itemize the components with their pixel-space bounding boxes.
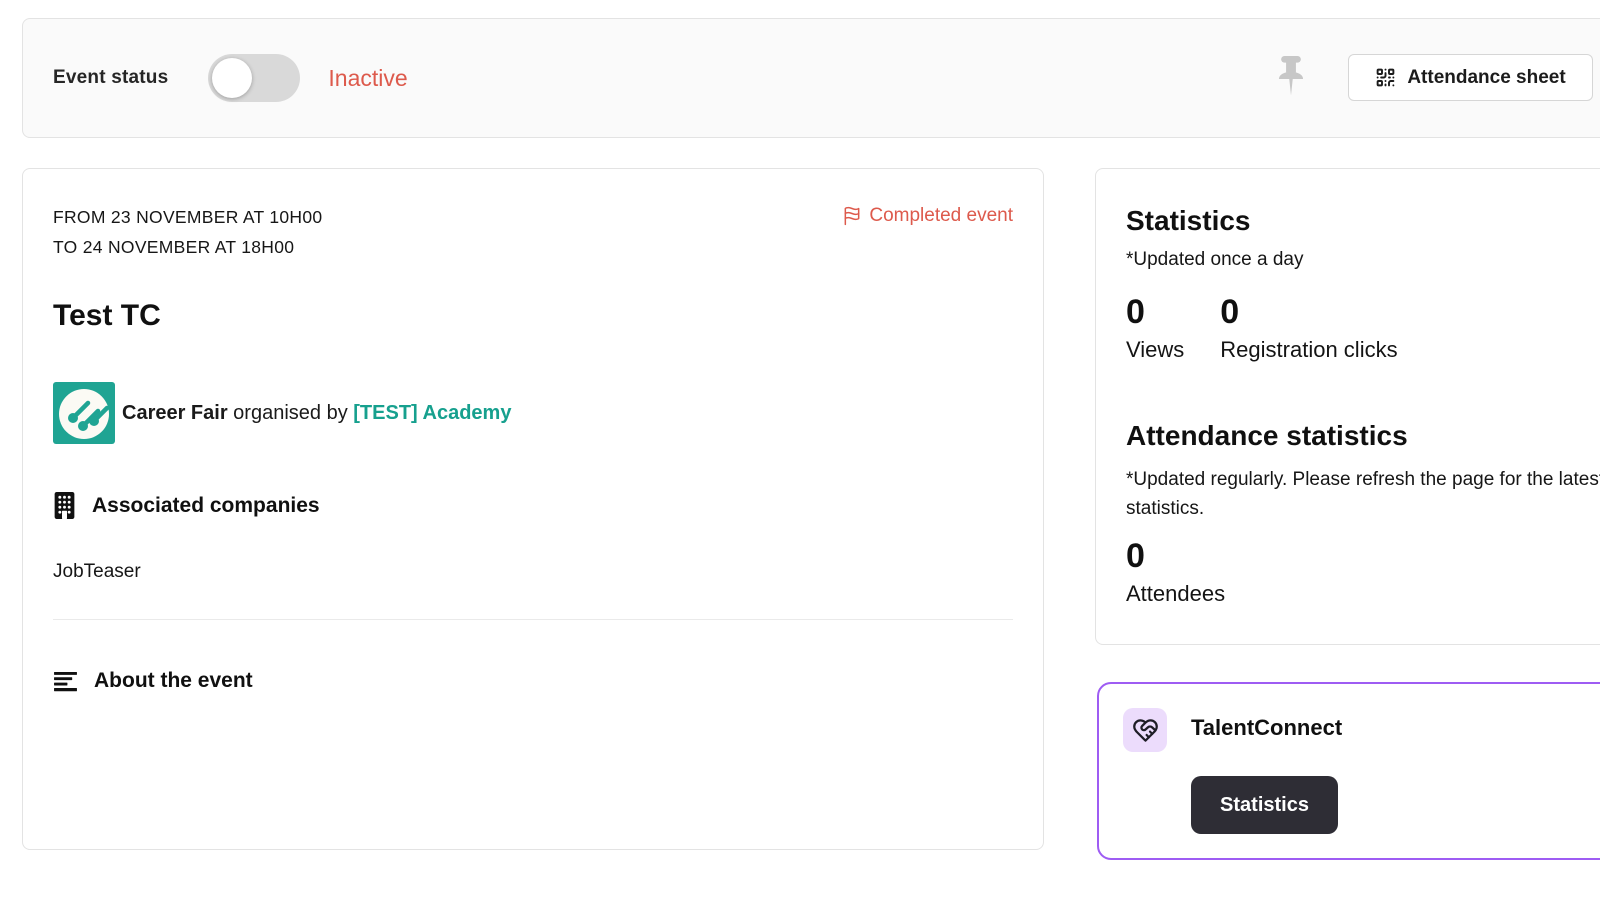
event-type-label: Career Fair bbox=[122, 401, 228, 424]
talentconnect-statistics-button[interactable]: Statistics bbox=[1191, 776, 1338, 834]
event-details-card: FROM 23 NOVEMBER AT 10H00 TO 24 NOVEMBER… bbox=[22, 168, 1044, 850]
attendance-statistics-note: *Updated regularly. Please refresh the p… bbox=[1126, 466, 1600, 523]
registration-clicks-label: Registration clicks bbox=[1220, 337, 1398, 363]
statistics-note: *Updated once a day bbox=[1126, 249, 1304, 270]
organiser-name-link[interactable]: [TEST] Academy bbox=[353, 401, 512, 424]
attendees-value: 0 bbox=[1126, 537, 1145, 575]
statistics-title: Statistics bbox=[1126, 205, 1251, 236]
attendance-note-line1: *Updated regularly. Please refresh the p… bbox=[1126, 469, 1600, 490]
completed-event-label: Completed event bbox=[869, 205, 1013, 226]
event-dates: FROM 23 NOVEMBER AT 10H00 TO 24 NOVEMBER… bbox=[53, 202, 322, 262]
flag-icon bbox=[842, 206, 862, 226]
associated-companies-title: Associated companies bbox=[92, 493, 320, 517]
pin-button[interactable] bbox=[1275, 56, 1307, 102]
attendance-sheet-button[interactable]: Attendance sheet bbox=[1348, 54, 1593, 101]
section-divider bbox=[53, 619, 1013, 620]
completed-event-badge: Completed event bbox=[842, 205, 1013, 227]
about-event-title: About the event bbox=[94, 669, 253, 692]
attendees-metric: 0 Attendees bbox=[1126, 537, 1225, 607]
attendance-statistics-title: Attendance statistics bbox=[1126, 420, 1408, 451]
about-event-header: About the event bbox=[53, 669, 253, 693]
pushpin-icon bbox=[1275, 56, 1307, 102]
views-label: Views bbox=[1126, 337, 1185, 363]
views-metric: 0 Views bbox=[1126, 293, 1184, 363]
attendance-note-line2: statistics. bbox=[1126, 497, 1205, 519]
registration-clicks-metric: 0 Registration clicks bbox=[1220, 293, 1397, 363]
text-lines-icon bbox=[53, 671, 78, 692]
event-status-bar: Event status Inactive bbox=[22, 18, 1600, 138]
event-date-from: FROM 23 NOVEMBER AT 10H00 bbox=[53, 207, 323, 227]
talentconnect-title: TalentConnect bbox=[1191, 715, 1343, 740]
toggle-knob bbox=[212, 58, 253, 98]
event-status-group: Event status Inactive bbox=[53, 19, 408, 137]
event-status-value: Inactive bbox=[328, 64, 408, 91]
statistics-metrics: 0 Views 0 Registration clicks bbox=[1126, 293, 1398, 363]
event-date-to: TO 24 NOVEMBER AT 18H00 bbox=[53, 237, 295, 258]
talentconnect-card: TalentConnect Statistics bbox=[1097, 682, 1600, 860]
organiser-text: Career Fair organised by [TEST] Academy bbox=[122, 402, 511, 425]
attendance-sheet-label: Attendance sheet bbox=[1407, 66, 1566, 88]
event-status-toggle[interactable] bbox=[208, 54, 301, 102]
event-title: Test TC bbox=[53, 299, 161, 332]
company-list-item: JobTeaser bbox=[53, 561, 141, 582]
organiser-row: Career Fair organised by [TEST] Academy bbox=[53, 382, 511, 444]
organised-by-text: organised by bbox=[227, 401, 354, 424]
qr-code-icon bbox=[1375, 67, 1396, 88]
registration-clicks-value: 0 bbox=[1220, 293, 1240, 331]
associated-companies-header: Associated companies bbox=[53, 492, 320, 519]
views-value: 0 bbox=[1126, 293, 1145, 331]
talentconnect-icon-tile bbox=[1123, 708, 1167, 752]
event-status-label: Event status bbox=[53, 67, 169, 88]
career-fair-logo bbox=[53, 382, 115, 444]
heart-handshake-icon bbox=[1132, 717, 1159, 744]
attendees-label: Attendees bbox=[1126, 581, 1226, 607]
statistics-card: Statistics *Updated once a day 0 Views 0… bbox=[1095, 168, 1600, 645]
building-icon bbox=[53, 492, 76, 519]
